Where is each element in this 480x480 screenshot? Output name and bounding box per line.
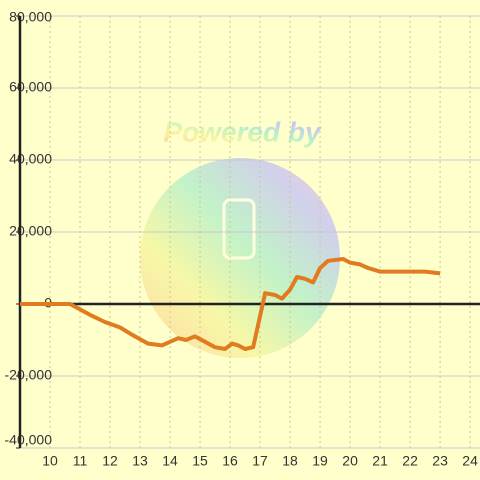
- y-tick-label: 20,000: [9, 223, 52, 239]
- x-tick-label: 22: [402, 453, 418, 469]
- y-tick-label: 40,000: [9, 151, 52, 167]
- y-tick-label: -20,000: [5, 367, 53, 383]
- x-tick-label: 18: [282, 453, 298, 469]
- x-tick-label: 19: [312, 453, 328, 469]
- x-tick-label: 17: [252, 453, 268, 469]
- watermark-text: Powered by: [163, 116, 322, 147]
- y-tick-label: -40,000: [5, 432, 53, 448]
- x-tick-label: 21: [372, 453, 388, 469]
- x-tick-label: 15: [192, 453, 208, 469]
- y-tick-label: 60,000: [9, 79, 52, 95]
- x-tick-label: 10: [42, 453, 58, 469]
- data-line: [20, 257, 441, 351]
- x-tick-label: 16: [222, 453, 238, 469]
- x-tick-label: 23: [432, 453, 448, 469]
- x-tick-label: 20: [342, 453, 358, 469]
- watermark-icon: [222, 198, 256, 260]
- x-tick-label: 12: [102, 453, 118, 469]
- y-tick-label: 80,000: [9, 9, 52, 25]
- x-tick-label: 24: [462, 453, 478, 469]
- x-tick-label: 11: [73, 453, 88, 469]
- grid: 10 11 12 13 14 15 16 17 18 19 20 21 22 23 24 -40,000 -20…: [5, 9, 480, 469]
- plot: [20, 257, 441, 351]
- x-tick-label: 14: [162, 453, 178, 469]
- x-tick-label: 13: [132, 453, 148, 469]
